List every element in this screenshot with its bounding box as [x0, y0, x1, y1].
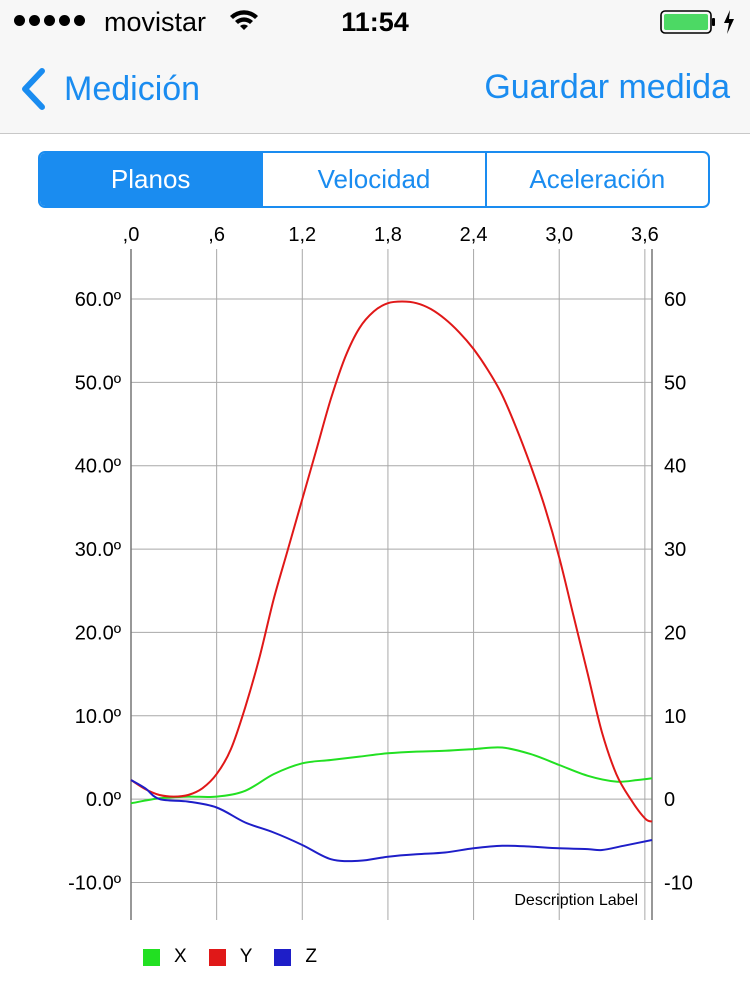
y-left-tick-label: 50.0º	[75, 372, 122, 394]
segmented-control: Planos Velocidad Aceleración	[38, 151, 710, 208]
chevron-left-icon	[22, 68, 45, 110]
y-right-tick-label: 60	[664, 289, 686, 311]
y-right-tick-label: -10	[664, 872, 693, 894]
legend-label-y: Y	[239, 946, 253, 967]
y-left-tick-label: 10.0º	[75, 706, 122, 728]
y-left-tick-label: 30.0º	[75, 539, 122, 561]
x-tick-label: 1,2	[288, 224, 316, 246]
legend-swatch-x	[143, 948, 160, 966]
series-line-x	[130, 746, 653, 805]
charging-bolt-icon	[724, 10, 734, 34]
y-right-tick-label: 20	[664, 622, 686, 644]
carrier-name: movistar	[104, 7, 207, 37]
angle-line-chart: ,0 ,6 1,2 1,8 2,4 3,0 3,6 -10.0º -10 0.0º 0 10.0º 10…	[68, 224, 693, 920]
x-tick-label: 3,0	[545, 224, 573, 246]
signal-strength-icon	[14, 15, 85, 26]
legend-swatch-z	[274, 948, 292, 966]
back-button[interactable]: Medición	[16, 64, 200, 114]
segment-velocidad[interactable]: Velocidad	[261, 153, 484, 206]
chart-legend: X Y Z	[143, 946, 339, 968]
wifi-icon	[230, 10, 258, 30]
x-tick-label: ,6	[208, 224, 225, 246]
legend-swatch-y	[208, 948, 226, 966]
save-measurement-button[interactable]: Guardar medida	[484, 68, 730, 106]
series-line-z	[130, 779, 653, 863]
legend-item-z: Z	[274, 946, 317, 968]
status-bar: movistar 11:54	[0, 0, 750, 44]
y-left-tick-label: 20.0º	[75, 622, 122, 644]
legend-label-z: Z	[305, 946, 317, 967]
y-left-tick-label: 0.0º	[86, 789, 122, 811]
x-tick-label: 3,6	[631, 224, 659, 246]
legend-label-x: X	[174, 946, 187, 967]
y-left-tick-label: -10.0º	[68, 872, 122, 894]
battery-icon	[660, 10, 715, 34]
clock: 11:54	[341, 7, 409, 37]
y-right-tick-label: 0	[664, 789, 675, 811]
back-button-label: Medición	[64, 69, 201, 108]
y-right-tick-label: 10	[664, 706, 686, 728]
y-right-tick-label: 40	[664, 456, 686, 478]
y-left-tick-label: 40.0º	[75, 456, 122, 478]
series-line-y	[130, 300, 653, 823]
legend-item-x: X	[143, 946, 187, 968]
segment-planos[interactable]: Planos	[40, 153, 262, 206]
y-left-tick-label: 60.0º	[75, 289, 122, 311]
segment-aceleracion[interactable]: Aceleración	[484, 153, 708, 206]
x-tick-label: ,0	[123, 224, 140, 246]
legend-item-y: Y	[208, 946, 253, 968]
chart-description-label: Description Label	[514, 892, 638, 909]
navigation-bar: Medición Guardar medida	[0, 44, 750, 134]
x-tick-label: 1,8	[374, 224, 402, 246]
y-right-tick-label: 30	[664, 539, 686, 561]
x-tick-label: 2,4	[460, 224, 488, 246]
y-right-tick-label: 50	[664, 372, 686, 394]
